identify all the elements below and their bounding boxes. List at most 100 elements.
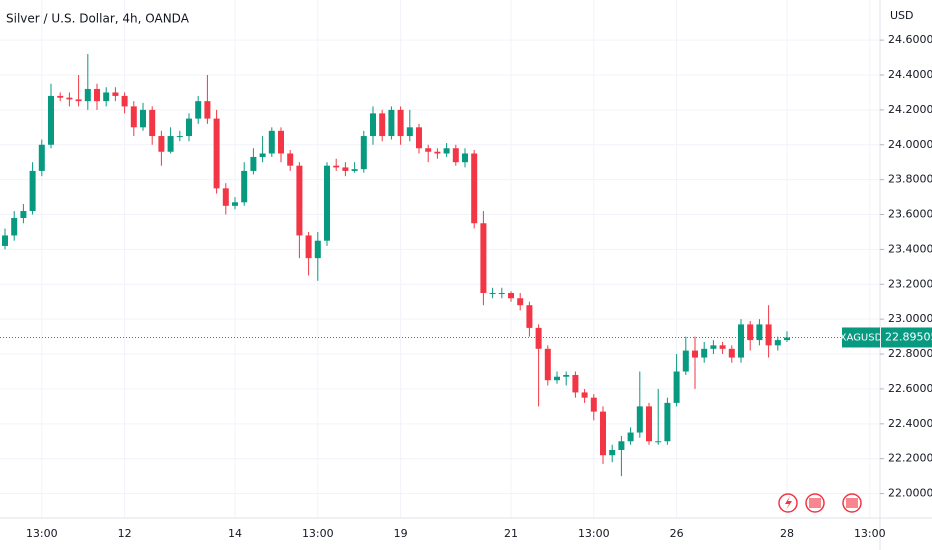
candle-body	[572, 374, 579, 393]
candle-body	[728, 348, 735, 358]
candle-body	[784, 337, 790, 341]
candle-body	[535, 327, 542, 349]
x-tick-label: 13:00	[26, 527, 58, 540]
candles	[2, 54, 790, 477]
candle-body	[719, 345, 726, 349]
candle-body	[379, 113, 386, 137]
candle-body	[462, 153, 468, 163]
candle-body	[75, 99, 82, 102]
y-tick-label: 22.80000	[888, 347, 932, 360]
x-tick-label: 13:00	[578, 527, 610, 540]
y-unit: USD	[890, 9, 914, 22]
candle-body	[222, 188, 229, 206]
candle-body	[563, 374, 570, 377]
last-price-tag	[881, 327, 932, 348]
candle-body	[609, 449, 616, 456]
chart-title: Silver / U.S. Dollar, 4h, OANDA	[6, 12, 190, 26]
candle-body	[544, 348, 551, 381]
candle-body	[756, 324, 763, 341]
y-tick-label: 22.20000	[888, 452, 932, 465]
y-tick-label: 22.60000	[888, 382, 932, 395]
candle-body	[747, 324, 754, 341]
candle-body	[508, 293, 514, 299]
candle-body	[480, 223, 487, 294]
candle-body	[314, 240, 321, 259]
candle-body	[489, 293, 496, 295]
candle-body	[388, 109, 395, 137]
x-tick-label: 19	[394, 527, 408, 540]
candle-body	[351, 169, 358, 171]
candle-body	[673, 371, 680, 403]
candle-body	[149, 109, 156, 137]
candle-body	[517, 298, 524, 306]
candle-body	[232, 202, 238, 206]
x-tick-label: 21	[504, 527, 518, 540]
candle-body	[618, 441, 625, 450]
candle-body	[765, 324, 772, 346]
candle-body	[452, 148, 459, 163]
candle-body	[636, 406, 643, 433]
candle-body	[397, 109, 404, 137]
candle-body	[167, 136, 174, 152]
x-tick-label: 28	[780, 527, 794, 540]
candle-body	[20, 211, 27, 219]
y-tick-label: 23.20000	[888, 277, 932, 290]
candle-body	[738, 324, 744, 358]
candle-body	[682, 350, 689, 372]
candle-body	[406, 127, 413, 137]
candle-body	[268, 130, 275, 154]
x-tick-label: 26	[670, 527, 684, 540]
candle-body	[664, 402, 671, 442]
event-icon	[846, 498, 858, 508]
candle-body	[29, 170, 36, 212]
symbol-label: XAGUSD	[840, 332, 883, 343]
candle-body	[305, 235, 312, 259]
candle-body	[38, 144, 45, 171]
event-icon	[785, 496, 792, 510]
candle-body	[84, 88, 91, 102]
candle-body	[241, 170, 248, 203]
candle-body	[296, 165, 303, 236]
candle-body	[287, 153, 294, 166]
candle-body	[370, 113, 376, 137]
candle-body	[710, 345, 717, 349]
symbol-tag	[842, 327, 880, 348]
candle-body	[195, 101, 202, 119]
candle-body	[655, 441, 662, 443]
candle-body	[94, 88, 100, 102]
candle-body	[498, 293, 505, 295]
candle-body	[324, 165, 330, 241]
candle-body	[646, 406, 652, 442]
candle-body	[627, 432, 634, 442]
candle-body	[333, 165, 340, 168]
candle-body	[250, 156, 257, 171]
x-tick-label: 12	[118, 527, 132, 540]
y-tick-label: 23.80000	[888, 173, 932, 186]
candle-body	[278, 130, 284, 154]
x-tick-label: 13:00	[854, 527, 886, 540]
candle-body	[360, 136, 367, 170]
candle-body	[425, 148, 432, 152]
candle-body	[213, 118, 220, 189]
y-tick-label: 23.00000	[888, 312, 932, 325]
y-tick-label: 23.40000	[888, 242, 932, 255]
event-icons	[778, 493, 862, 513]
candle-body	[158, 136, 165, 152]
y-tick-label: 22.40000	[888, 417, 932, 430]
candle-body	[130, 106, 137, 128]
candle-body	[590, 397, 597, 412]
x-tick-label: 13:00	[302, 527, 334, 540]
candle-body	[259, 153, 266, 157]
candle-body	[774, 340, 781, 346]
candle-body	[48, 95, 54, 145]
y-tick-label: 24.60000	[888, 33, 932, 46]
candle-body	[66, 97, 73, 100]
y-tick-label: 24.00000	[888, 138, 932, 151]
last-price-label: 22.89505	[885, 330, 932, 343]
x-tick-label: 14	[228, 527, 242, 540]
y-tick-label: 24.40000	[888, 68, 932, 81]
candle-body	[112, 92, 119, 96]
candle-body	[342, 167, 349, 171]
event-icon	[809, 498, 821, 508]
